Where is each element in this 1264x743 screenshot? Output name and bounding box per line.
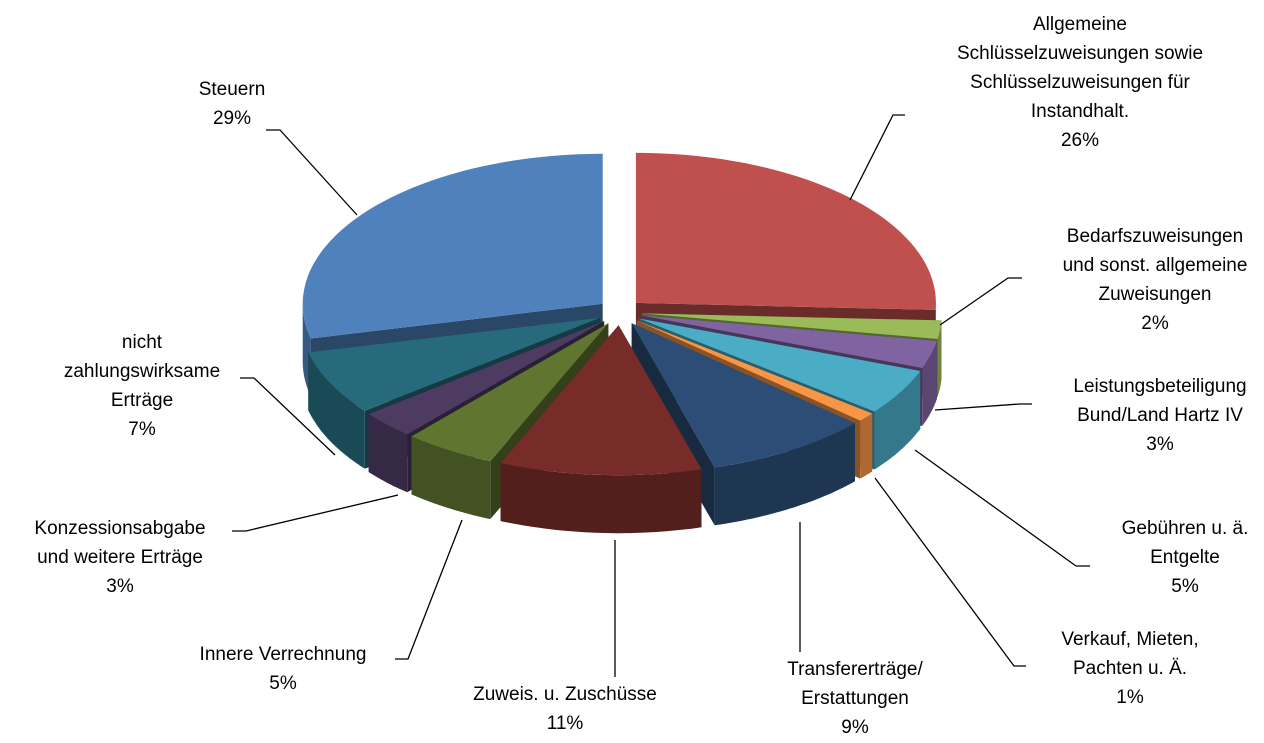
leader-line bbox=[849, 114, 905, 201]
slice-label: Konzessionsabgabe und weitere Erträge 3% bbox=[34, 514, 205, 601]
slice-label: Innere Verrechnung 5% bbox=[200, 640, 367, 698]
slice-label: Steuern 29% bbox=[199, 75, 266, 133]
slice bbox=[641, 315, 937, 368]
slice bbox=[639, 318, 921, 412]
slice-label: nicht zahlungswirksame Erträge 7% bbox=[64, 328, 220, 444]
slice bbox=[302, 153, 603, 339]
value-label: 9% bbox=[841, 717, 869, 738]
slice-label: Allgemeine Schlüsselzuweisungen sowie Sc… bbox=[957, 10, 1203, 155]
category-label: Transfererträge/ Erstattungen bbox=[787, 659, 923, 709]
slice bbox=[500, 325, 702, 476]
slice-label: Verkauf, Mieten, Pachten u. Ä. 1% bbox=[1061, 625, 1198, 712]
slice-label: Transfererträge/ Erstattungen 9% bbox=[787, 655, 923, 742]
slice-wall bbox=[411, 436, 491, 520]
slice bbox=[308, 317, 601, 411]
slice bbox=[635, 152, 936, 310]
slice-wall bbox=[500, 463, 702, 534]
category-label: Innere Verrechnung bbox=[199, 644, 367, 665]
value-label: 11% bbox=[546, 713, 584, 734]
leader-line bbox=[914, 449, 1090, 567]
slice-wall bbox=[714, 423, 855, 526]
value-label: 2% bbox=[1141, 313, 1169, 334]
category-label: Steuern bbox=[198, 79, 266, 100]
slice-wall bbox=[937, 320, 942, 397]
leader-line bbox=[240, 377, 336, 456]
leader-line bbox=[395, 519, 463, 660]
slice-wall bbox=[874, 371, 921, 470]
slice-label: Leistungsbeteiligung Bund/Land Hartz IV 3… bbox=[1073, 372, 1246, 459]
slice-label: Bedarfszuweisungen und sonst. allgemeine… bbox=[1063, 222, 1248, 338]
category-label: Konzessionsabgabe und weitere Erträge bbox=[34, 518, 206, 568]
leader-line bbox=[874, 477, 1026, 667]
category-label: nicht zahlungswirksame Erträge bbox=[63, 332, 221, 411]
slice-wall bbox=[922, 341, 937, 426]
category-label: Leistungsbeteiligung Bund/Land Hartz IV bbox=[1073, 376, 1247, 426]
category-label: Gebühren u. ä. Entgelte bbox=[1121, 518, 1249, 568]
slice bbox=[641, 313, 942, 339]
slice bbox=[368, 321, 605, 435]
category-label: Verkauf, Mieten, Pachten u. Ä. bbox=[1061, 629, 1199, 679]
leader-line bbox=[232, 494, 399, 532]
value-label: 5% bbox=[1171, 576, 1199, 597]
category-label: Bedarfszuweisungen und sonst. allgemeine… bbox=[1062, 226, 1248, 305]
value-label: 29% bbox=[212, 108, 252, 129]
value-label: 7% bbox=[128, 419, 156, 440]
slice bbox=[636, 320, 873, 421]
value-label: 5% bbox=[269, 673, 297, 694]
leader-line bbox=[939, 277, 1022, 326]
slice-wall bbox=[860, 413, 873, 479]
leader-line bbox=[934, 403, 1032, 411]
slice bbox=[411, 323, 609, 462]
slice-wall bbox=[368, 414, 408, 493]
category-label: Zuweis. u. Zuschüsse bbox=[473, 684, 657, 705]
value-label: 26% bbox=[1060, 130, 1100, 151]
category-label: Allgemeine Schlüsselzuweisungen sowie Sc… bbox=[956, 14, 1204, 122]
value-label: 3% bbox=[106, 576, 134, 597]
slice-label: Zuweis. u. Zuschüsse 11% bbox=[473, 680, 657, 738]
slice-wall bbox=[308, 352, 365, 469]
value-label: 1% bbox=[1116, 687, 1144, 708]
slice-group bbox=[500, 325, 702, 534]
slice-label: Gebühren u. ä. Entgelte 5% bbox=[1122, 514, 1249, 601]
slice bbox=[631, 323, 855, 468]
leader-line bbox=[266, 129, 358, 216]
value-label: 3% bbox=[1146, 434, 1174, 455]
